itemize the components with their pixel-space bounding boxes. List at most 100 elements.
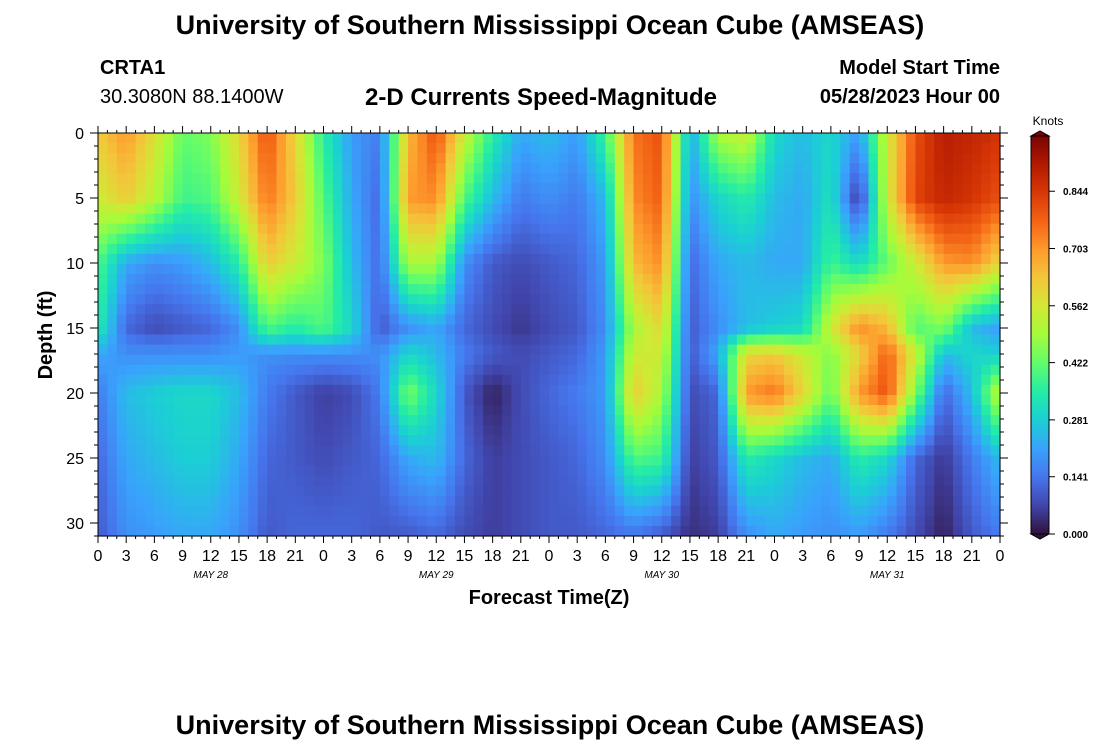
heatmap-cell — [849, 324, 860, 336]
heatmap-cell — [830, 465, 841, 477]
heatmap-cell — [934, 515, 945, 527]
heatmap-cell — [962, 405, 973, 416]
heatmap-cell — [877, 173, 888, 184]
heatmap-cell — [135, 143, 146, 154]
heatmap-cell — [398, 505, 409, 517]
heatmap-cell — [370, 203, 381, 215]
heatmap-cell — [595, 344, 606, 356]
heatmap-cell — [699, 505, 710, 517]
heatmap-cell — [652, 364, 663, 376]
heatmap-cell — [577, 485, 588, 497]
heatmap-cell — [210, 505, 221, 517]
heatmap-cell — [426, 495, 437, 507]
heatmap-cell — [304, 133, 315, 144]
heatmap-cell — [107, 324, 118, 336]
heatmap-cell — [530, 354, 541, 366]
heatmap-cell — [821, 465, 832, 477]
heatmap-cell — [426, 425, 437, 436]
heatmap-cell — [370, 425, 381, 436]
heatmap-cell — [520, 163, 531, 174]
heatmap-cell — [502, 525, 513, 537]
heatmap-cell — [342, 525, 353, 537]
heatmap-cell — [342, 455, 353, 467]
heatmap-cell — [755, 384, 766, 396]
heatmap-cell — [492, 334, 503, 346]
heatmap-cell — [220, 304, 231, 315]
heatmap-cell — [276, 274, 287, 285]
heatmap-cell — [408, 163, 419, 174]
heatmap-cell — [558, 515, 569, 527]
heatmap-cell — [718, 485, 729, 497]
heatmap-cell — [163, 394, 174, 406]
heatmap-cell — [342, 243, 353, 255]
heatmap-cell — [567, 384, 578, 396]
heatmap-cell — [755, 374, 766, 386]
heatmap-cell — [680, 475, 691, 487]
footer-title: University of Southern Mississippi Ocean… — [175, 710, 925, 740]
heatmap-cell — [163, 425, 174, 436]
heatmap-cell — [314, 284, 325, 295]
heatmap-cell — [943, 304, 954, 315]
heatmap-cell — [163, 233, 174, 245]
heatmap-cell — [774, 495, 785, 507]
heatmap-cell — [633, 203, 644, 215]
heatmap-cell — [201, 445, 212, 456]
heatmap-cell — [342, 253, 353, 265]
heatmap-cell — [699, 334, 710, 346]
heatmap-cell — [492, 475, 503, 487]
heatmap-cell — [511, 253, 522, 265]
heatmap-cell — [830, 183, 841, 195]
heatmap-cell — [135, 495, 146, 507]
heatmap-cell — [276, 505, 287, 517]
heatmap-cell — [990, 384, 1001, 396]
station-coords: 30.3080N 88.1400W — [100, 86, 284, 108]
heatmap-cell — [351, 193, 362, 205]
heatmap-cell — [295, 243, 306, 255]
heatmap-cell — [652, 384, 663, 396]
heatmap-cell — [718, 153, 729, 164]
heatmap-cell — [736, 203, 747, 215]
y-tick-label: 20 — [66, 386, 84, 403]
heatmap-cell — [783, 394, 794, 406]
heatmap-cell — [539, 294, 550, 305]
heatmap-cell — [455, 143, 466, 154]
heatmap-cell — [595, 203, 606, 215]
heatmap-cell — [539, 274, 550, 285]
heatmap-cell — [708, 243, 719, 255]
heatmap-cell — [783, 243, 794, 255]
heatmap-cell — [210, 415, 221, 426]
heatmap-cell — [229, 183, 240, 195]
heatmap-cell — [116, 213, 127, 225]
heatmap-cell — [398, 223, 409, 235]
heatmap-cell — [483, 203, 494, 215]
heatmap-cell — [868, 425, 879, 436]
heatmap-cell — [783, 344, 794, 356]
heatmap-cell — [577, 243, 588, 255]
heatmap-cell — [257, 193, 268, 205]
heatmap-cell — [812, 435, 823, 446]
heatmap-cell — [915, 525, 926, 537]
heatmap-cell — [285, 163, 296, 174]
heatmap-cell — [736, 485, 747, 497]
heatmap-cell — [502, 183, 513, 195]
heatmap-cell — [464, 243, 475, 255]
heatmap-cell — [586, 253, 597, 265]
heatmap-cell — [530, 405, 541, 416]
heatmap-cell — [755, 475, 766, 487]
heatmap-cell — [408, 233, 419, 245]
heatmap-cell — [746, 263, 757, 275]
heatmap-cell — [624, 455, 635, 467]
heatmap-cell — [765, 153, 776, 164]
heatmap-cell — [774, 354, 785, 366]
heatmap-cell — [840, 143, 851, 154]
heatmap-cell — [755, 163, 766, 174]
heatmap-cell — [220, 213, 231, 225]
heatmap-cell — [135, 394, 146, 406]
heatmap-cell — [379, 495, 390, 507]
heatmap-cell — [201, 455, 212, 467]
heatmap-cell — [210, 274, 221, 285]
heatmap-cell — [285, 243, 296, 255]
heatmap-cell — [342, 193, 353, 205]
heatmap-cell — [455, 364, 466, 376]
heatmap-cell — [718, 405, 729, 416]
